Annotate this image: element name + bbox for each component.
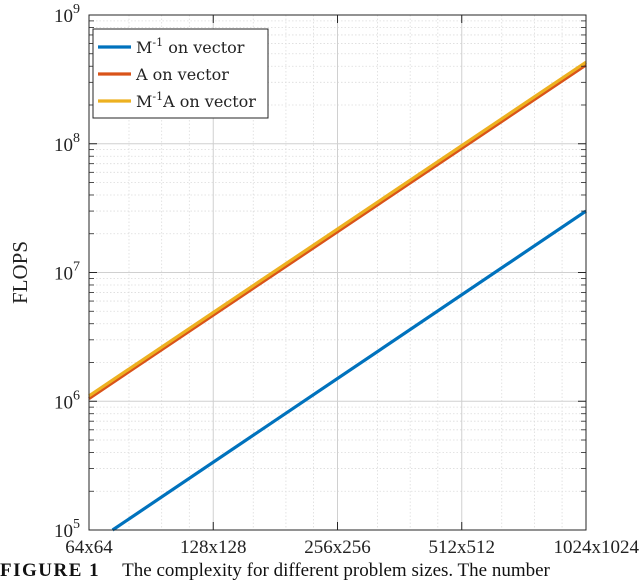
figure-caption: FIGURE 1 The complexity for different pro… (0, 560, 640, 588)
series-line (88, 63, 587, 400)
x-tick-label: 64x64 (65, 537, 113, 558)
caption-text: The complexity for different problem siz… (122, 560, 550, 581)
legend: M-1 on vector A on vector M-1A on vector (92, 28, 269, 119)
legend-label: M-1A on vector (136, 90, 256, 111)
y-tick-label: 105 (54, 517, 80, 542)
caption-label: FIGURE 1 (0, 560, 101, 581)
x-tick-label: 512x512 (429, 537, 496, 558)
tick-marks (88, 14, 587, 531)
y-axis-label: FLOPS (8, 241, 32, 304)
x-tick-label: 128x128 (180, 537, 247, 558)
x-tick-labels: 64x64 128x128 256x256 512x512 1024x1024 (65, 537, 639, 558)
legend-label: M-1 on vector (136, 36, 245, 57)
y-tick-label: 106 (54, 388, 80, 413)
y-tick-label: 108 (54, 131, 80, 156)
y-tick-labels: 105 106 107 108 109 (54, 2, 80, 542)
y-tick-label: 109 (54, 2, 80, 27)
x-tick-label: 256x256 (304, 537, 371, 558)
chart: 64x64 128x128 256x256 512x512 1024x1024 1051… (8, 2, 640, 558)
legend-label: A on vector (135, 65, 229, 84)
y-tick-label: 107 (54, 260, 80, 285)
series-line (111, 209, 587, 532)
series-lines (88, 60, 587, 532)
series-line (88, 60, 587, 398)
x-tick-label: 1024x1024 (554, 537, 640, 558)
